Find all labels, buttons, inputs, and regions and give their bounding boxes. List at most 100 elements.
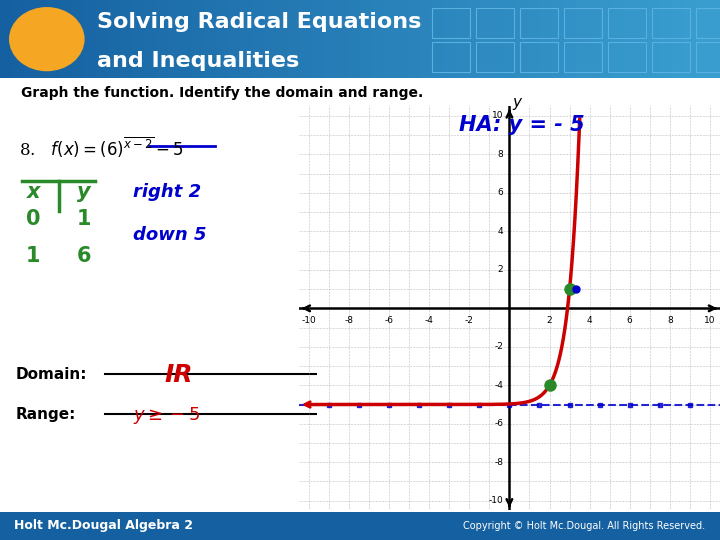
Bar	[652, 8, 690, 38]
Bar	[516, 0, 528, 78]
Bar	[348, 0, 360, 78]
Bar	[468, 0, 480, 78]
Bar	[48, 0, 60, 78]
Bar	[12, 0, 24, 78]
Text: -8: -8	[495, 458, 503, 467]
Text: -6: -6	[495, 419, 503, 428]
Bar	[144, 0, 156, 78]
Bar	[180, 0, 192, 78]
Bar	[636, 0, 648, 78]
Text: -6: -6	[384, 316, 394, 325]
Text: y: y	[77, 183, 91, 202]
Bar	[24, 0, 36, 78]
Text: 6: 6	[627, 316, 633, 325]
Bar	[132, 0, 144, 78]
Text: 4: 4	[587, 316, 593, 325]
Text: 10: 10	[492, 111, 503, 120]
Text: 0: 0	[26, 210, 40, 230]
Bar	[432, 8, 470, 38]
Text: 8: 8	[667, 316, 672, 325]
Bar	[492, 0, 504, 78]
Text: right 2: right 2	[133, 183, 201, 201]
Bar	[564, 8, 602, 38]
Bar	[108, 0, 120, 78]
Bar	[444, 0, 456, 78]
Text: 10: 10	[704, 316, 716, 325]
Bar	[456, 0, 468, 78]
Bar	[684, 0, 696, 78]
Ellipse shape	[9, 7, 85, 71]
Text: -10: -10	[302, 316, 316, 325]
Text: Range:: Range:	[16, 407, 76, 422]
Text: Holt Mc.Dougal Algebra 2: Holt Mc.Dougal Algebra 2	[14, 519, 194, 532]
Text: 6: 6	[77, 246, 91, 266]
Text: y: y	[512, 95, 521, 110]
Bar	[288, 0, 300, 78]
Bar	[476, 42, 514, 72]
Text: 2: 2	[546, 316, 552, 325]
Bar	[360, 0, 372, 78]
Bar	[520, 42, 558, 72]
Bar	[324, 0, 336, 78]
Bar	[36, 0, 48, 78]
Bar	[264, 0, 276, 78]
Bar	[432, 42, 470, 72]
Bar	[432, 0, 444, 78]
Bar	[60, 0, 72, 78]
Bar	[276, 0, 288, 78]
Bar	[408, 0, 420, 78]
Text: Solving Radical Equations: Solving Radical Equations	[97, 12, 422, 32]
Bar	[476, 8, 514, 38]
Text: 1: 1	[26, 246, 40, 266]
Bar	[336, 0, 348, 78]
Bar	[588, 0, 600, 78]
Bar	[612, 0, 624, 78]
Text: $y \geq -5$: $y \geq -5$	[133, 406, 200, 426]
Bar	[312, 0, 324, 78]
Bar	[564, 42, 602, 72]
Bar	[84, 0, 96, 78]
Bar	[192, 0, 204, 78]
Bar	[608, 8, 646, 38]
Bar	[696, 0, 708, 78]
Text: -4: -4	[425, 316, 433, 325]
Bar	[672, 0, 684, 78]
Text: -2: -2	[495, 342, 503, 352]
Bar	[576, 0, 588, 78]
Text: -10: -10	[489, 496, 503, 505]
Text: down 5: down 5	[133, 226, 207, 244]
Bar	[252, 0, 264, 78]
Bar	[420, 0, 432, 78]
Bar	[204, 0, 216, 78]
Bar	[72, 0, 84, 78]
Text: 2: 2	[498, 265, 503, 274]
Text: -8: -8	[344, 316, 354, 325]
Bar	[504, 0, 516, 78]
Text: and Inequalities: and Inequalities	[97, 51, 300, 71]
Bar	[540, 0, 552, 78]
Bar	[240, 0, 252, 78]
Bar	[216, 0, 228, 78]
Bar	[156, 0, 168, 78]
Text: Graph the function. Identify the domain and range.: Graph the function. Identify the domain …	[22, 86, 423, 100]
Bar	[696, 42, 720, 72]
Bar	[396, 0, 408, 78]
Bar	[168, 0, 180, 78]
Bar	[96, 0, 108, 78]
Text: Copyright © Holt Mc.Dougal. All Rights Reserved.: Copyright © Holt Mc.Dougal. All Rights R…	[464, 521, 706, 531]
Bar	[660, 0, 672, 78]
Bar	[708, 0, 720, 78]
Bar	[228, 0, 240, 78]
Bar	[384, 0, 396, 78]
Bar	[624, 0, 636, 78]
Text: IR: IR	[165, 363, 193, 387]
Bar	[652, 42, 690, 72]
Bar	[528, 0, 540, 78]
Text: 6: 6	[498, 188, 503, 198]
Text: 1: 1	[77, 210, 91, 230]
Bar	[696, 8, 720, 38]
Text: 8.   $f(x) = (6)^{\overline{x-2}} - 5$: 8. $f(x) = (6)^{\overline{x-2}} - 5$	[19, 134, 184, 160]
Bar	[552, 0, 564, 78]
Text: HA: y = - 5: HA: y = - 5	[459, 116, 585, 136]
Bar	[480, 0, 492, 78]
